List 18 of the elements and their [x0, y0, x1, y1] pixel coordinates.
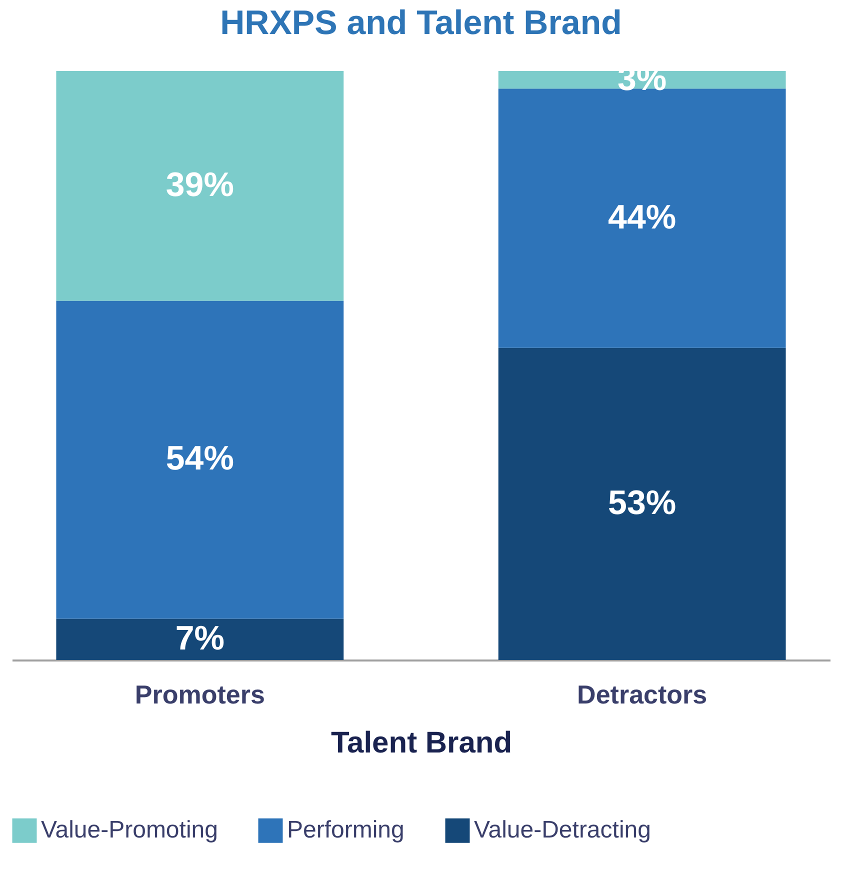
data-label: 7% — [175, 619, 224, 658]
legend-label: Value-Detracting — [474, 816, 651, 844]
x-axis-title: Talent Brand — [330, 726, 512, 760]
data-label: 44% — [608, 198, 676, 236]
bar — [498, 88, 786, 348]
legend-label: Value-Promoting — [41, 816, 218, 844]
bar — [56, 618, 344, 660]
data-label: 53% — [608, 484, 676, 522]
bar — [56, 71, 344, 301]
x-tick-label: Detractors — [577, 680, 708, 710]
bar — [56, 300, 344, 619]
data-label: 39% — [166, 166, 234, 204]
data-label: 54% — [166, 440, 234, 478]
bar — [498, 71, 786, 89]
bar — [498, 348, 786, 660]
chart-title: HRXPS and Talent Brand — [220, 4, 622, 42]
legend-label: Performing — [287, 816, 404, 844]
x-tick-label: Promoters — [134, 680, 265, 710]
